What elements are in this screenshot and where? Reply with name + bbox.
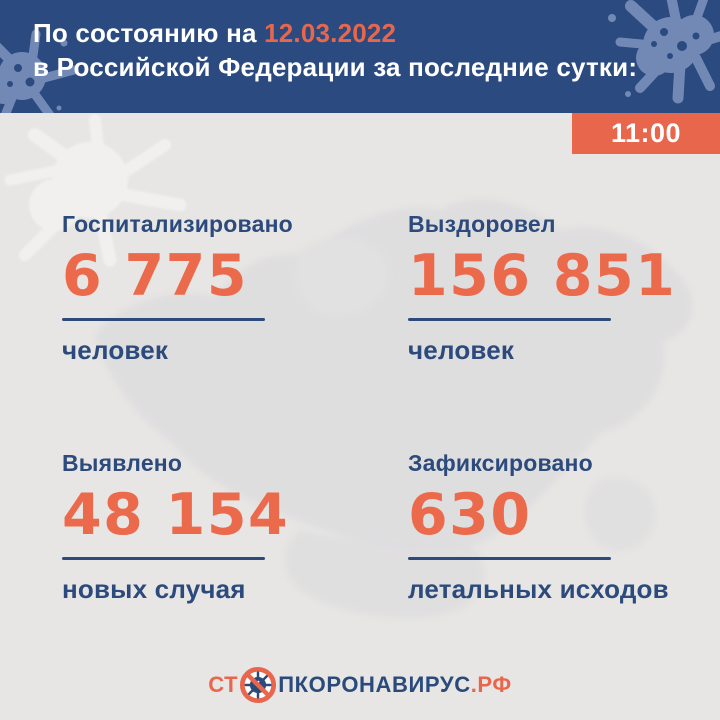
stat-label: Выздоровел xyxy=(408,211,556,237)
stat-unit: новых случая xyxy=(62,574,246,604)
stat-label: Выявлено xyxy=(62,450,183,476)
title-prefix: По состоянию на xyxy=(33,18,257,48)
logo-stopcoronavirus: СТ ПКОРОНАВИРУС .РФ xyxy=(0,662,720,708)
stat-unit: человек xyxy=(62,335,169,365)
stat-label: Госпитализировано xyxy=(62,211,293,237)
virus-splat-right-icon xyxy=(608,0,720,104)
stat-new-cases: Выявлено 48 154 новых случая xyxy=(62,449,372,604)
time-badge: 11:00 xyxy=(572,113,720,154)
divider xyxy=(62,557,265,560)
stat-hospitalized: Госпитализировано 6 775 человек xyxy=(62,210,372,365)
virus-splat-left-icon xyxy=(0,29,79,113)
divider xyxy=(408,557,611,560)
header: По состоянию на 12.03.2022 в Российской … xyxy=(0,0,720,113)
stat-recovered: Выздоровел 156 851 человек xyxy=(408,210,718,365)
logo-text-rf: .РФ xyxy=(470,672,512,697)
divider xyxy=(408,318,611,321)
no-virus-icon xyxy=(240,666,277,704)
russia-map-silhouette xyxy=(95,199,693,619)
title-line-1: По состоянию на 12.03.2022 xyxy=(33,16,637,50)
stat-deaths: Зафиксировано 630 летальных исходов xyxy=(408,449,718,604)
page-title: По состоянию на 12.03.2022 в Российской … xyxy=(33,16,637,84)
stat-label: Зафиксировано xyxy=(408,450,593,476)
title-line-2: в Российской Федерации за последние сутк… xyxy=(33,52,638,82)
stat-unit: человек xyxy=(408,335,515,365)
stat-value: 48 154 xyxy=(62,482,290,548)
divider xyxy=(62,318,265,321)
stat-unit: летальных исходов xyxy=(408,574,669,604)
title-date: 12.03.2022 xyxy=(264,18,397,48)
stat-value: 156 851 xyxy=(408,243,677,309)
stat-value: 6 775 xyxy=(62,243,248,309)
logo-text-st: СТ xyxy=(208,672,239,697)
white-virus-splat xyxy=(4,114,187,267)
stat-value: 630 xyxy=(408,482,532,548)
logo-text-koronavirus: ПКОРОНАВИРУС xyxy=(278,672,471,697)
